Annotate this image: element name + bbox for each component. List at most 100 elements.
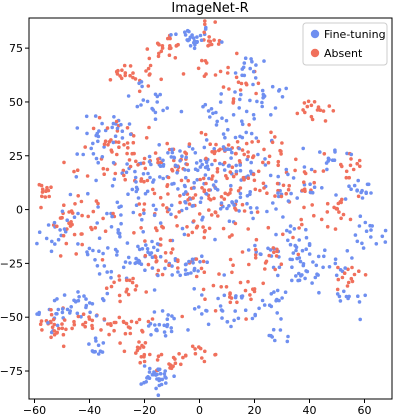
point-fine-tuning bbox=[262, 303, 267, 307]
point-absent bbox=[203, 22, 207, 27]
point-fine-tuning bbox=[317, 290, 321, 295]
point-fine-tuning bbox=[261, 92, 266, 97]
point-fine-tuning bbox=[184, 155, 188, 160]
point-fine-tuning bbox=[234, 169, 239, 174]
point-absent bbox=[134, 159, 138, 164]
point-fine-tuning bbox=[198, 165, 203, 169]
point-absent bbox=[118, 299, 122, 304]
point-absent bbox=[281, 232, 285, 237]
point-absent bbox=[341, 212, 346, 217]
x-tick-label: −20 bbox=[133, 404, 156, 416]
point-fine-tuning bbox=[254, 63, 258, 67]
point-fine-tuning bbox=[290, 278, 294, 283]
point-absent bbox=[302, 180, 306, 184]
point-fine-tuning bbox=[225, 320, 230, 324]
point-fine-tuning bbox=[221, 132, 226, 136]
point-fine-tuning bbox=[60, 307, 65, 311]
point-absent bbox=[199, 266, 204, 271]
point-fine-tuning bbox=[198, 33, 203, 38]
point-absent bbox=[207, 226, 212, 231]
point-fine-tuning bbox=[238, 168, 243, 173]
point-absent bbox=[286, 187, 291, 192]
point-fine-tuning bbox=[251, 113, 256, 117]
point-absent bbox=[265, 191, 269, 195]
point-fine-tuning bbox=[190, 147, 195, 151]
point-absent bbox=[160, 44, 165, 48]
point-fine-tuning bbox=[278, 328, 283, 332]
point-absent bbox=[181, 355, 185, 360]
point-fine-tuning bbox=[310, 281, 314, 285]
point-absent bbox=[230, 233, 234, 237]
point-absent bbox=[90, 323, 94, 328]
point-fine-tuning bbox=[178, 273, 182, 278]
point-fine-tuning bbox=[94, 156, 99, 161]
point-absent bbox=[212, 151, 217, 156]
point-fine-tuning bbox=[316, 273, 320, 277]
point-fine-tuning bbox=[290, 257, 295, 262]
point-fine-tuning bbox=[53, 242, 57, 246]
point-fine-tuning bbox=[157, 383, 162, 388]
point-absent bbox=[172, 158, 176, 163]
point-fine-tuning bbox=[271, 201, 275, 205]
point-absent bbox=[184, 151, 189, 156]
point-fine-tuning bbox=[72, 215, 77, 219]
point-absent bbox=[203, 297, 207, 302]
point-fine-tuning bbox=[76, 298, 81, 303]
point-absent bbox=[117, 278, 122, 282]
point-absent bbox=[244, 141, 249, 146]
point-absent bbox=[179, 362, 183, 367]
point-absent bbox=[44, 189, 48, 193]
point-absent bbox=[202, 270, 207, 275]
point-absent bbox=[253, 255, 258, 260]
point-fine-tuning bbox=[360, 241, 364, 246]
point-fine-tuning bbox=[199, 38, 204, 42]
point-absent bbox=[208, 142, 212, 146]
point-absent bbox=[143, 253, 148, 258]
point-absent bbox=[134, 284, 139, 288]
point-absent bbox=[228, 191, 232, 195]
point-absent bbox=[80, 213, 84, 218]
point-absent bbox=[276, 163, 281, 168]
point-absent bbox=[325, 224, 330, 229]
point-fine-tuning bbox=[98, 349, 103, 354]
point-fine-tuning bbox=[158, 175, 162, 179]
point-absent bbox=[50, 325, 55, 330]
point-absent bbox=[331, 109, 336, 113]
y-tick-label: 50 bbox=[9, 96, 23, 109]
point-absent bbox=[83, 324, 87, 329]
point-fine-tuning bbox=[243, 56, 248, 60]
point-fine-tuning bbox=[152, 213, 157, 218]
point-absent bbox=[101, 216, 105, 221]
point-absent bbox=[275, 247, 279, 252]
point-fine-tuning bbox=[218, 161, 222, 166]
point-fine-tuning bbox=[345, 249, 350, 253]
point-fine-tuning bbox=[100, 155, 105, 159]
point-absent bbox=[278, 148, 282, 153]
point-absent bbox=[80, 232, 84, 236]
point-fine-tuning bbox=[162, 323, 166, 328]
point-fine-tuning bbox=[294, 248, 298, 253]
point-fine-tuning bbox=[161, 162, 166, 167]
point-fine-tuning bbox=[176, 187, 180, 191]
point-fine-tuning bbox=[190, 257, 195, 262]
point-fine-tuning bbox=[289, 191, 293, 196]
point-fine-tuning bbox=[148, 175, 152, 180]
point-absent bbox=[196, 66, 201, 71]
point-absent bbox=[101, 166, 106, 171]
point-absent bbox=[266, 160, 271, 165]
point-absent bbox=[185, 162, 189, 167]
point-fine-tuning bbox=[163, 334, 168, 338]
point-fine-tuning bbox=[169, 329, 174, 334]
point-fine-tuning bbox=[165, 106, 169, 110]
point-fine-tuning bbox=[258, 252, 263, 256]
point-absent bbox=[127, 158, 132, 162]
point-absent bbox=[158, 195, 163, 200]
point-fine-tuning bbox=[286, 199, 291, 203]
point-fine-tuning bbox=[126, 94, 131, 98]
point-fine-tuning bbox=[137, 247, 142, 252]
point-absent bbox=[222, 160, 227, 165]
point-fine-tuning bbox=[284, 86, 289, 91]
point-absent bbox=[310, 203, 315, 207]
point-absent bbox=[235, 140, 240, 144]
